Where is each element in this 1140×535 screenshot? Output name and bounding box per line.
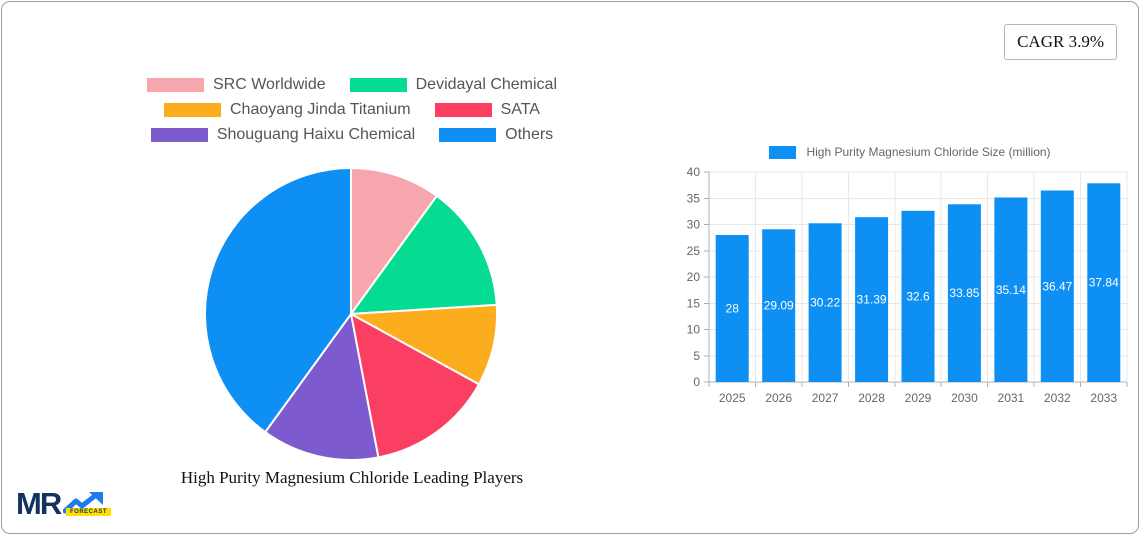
bar-2025[interactable] [715, 235, 749, 382]
pie-chart-title: High Purity Magnesium Chloride Leading P… [180, 468, 524, 487]
x-axis-label: 2025 [719, 391, 746, 405]
x-axis-label: 2030 [951, 391, 978, 405]
bar-value-label: 32.6 [906, 289, 930, 303]
pie-slice-others[interactable] [203, 167, 352, 434]
pie-legend-item[interactable]: SRC Worldwide [146, 76, 326, 94]
y-axis-label: 30 [687, 218, 701, 232]
bar-value-label: 36.47 [1042, 279, 1072, 293]
x-axis-label: 2033 [1090, 391, 1117, 405]
pie-legend-swatch [349, 78, 407, 92]
pie-legend-swatch [434, 103, 492, 117]
cagr-label: CAGR 3.9% [1017, 32, 1104, 51]
bar-2027[interactable] [808, 223, 842, 382]
logo-forecast-badge: FORECAST [66, 508, 111, 516]
pie-slice-shouguang-haixu-chemical[interactable] [264, 313, 380, 461]
x-axis-label: 2028 [858, 391, 885, 405]
x-axis-label: 2026 [765, 391, 792, 405]
x-axis-label: 2027 [812, 391, 839, 405]
pie-chart [203, 166, 499, 462]
bar-chart: High Purity Magnesium Chloride Size (mil… [682, 142, 1138, 408]
y-axis-label: 5 [693, 349, 700, 363]
logo-mr-text: MR [16, 486, 62, 521]
pie-slice-src-worldwide[interactable] [350, 167, 438, 315]
bar-2032[interactable] [1040, 190, 1074, 383]
bar-2028[interactable] [855, 217, 889, 382]
logo-trend-arrow-icon [63, 492, 103, 514]
x-axis-label: 2031 [998, 391, 1025, 405]
pie-legend-row: Shouguang Haixu Chemical Others [150, 126, 553, 144]
pie-legend-item[interactable]: SATA [434, 101, 540, 119]
bar-value-label: 37.84 [1089, 276, 1119, 290]
pie-legend-swatch [439, 128, 497, 142]
y-axis-label: 0 [693, 375, 700, 389]
y-axis-label: 10 [687, 323, 701, 337]
bar-2030[interactable] [947, 204, 981, 382]
bar-value-label: 28 [726, 302, 740, 316]
pie-slice-sata[interactable] [350, 313, 480, 459]
bar-2029[interactable] [901, 210, 935, 382]
y-axis-label: 20 [687, 270, 701, 284]
pie-slice-devidayal-chemical[interactable] [350, 194, 498, 315]
mr-forecast-logo: MR FORECAST [16, 486, 126, 530]
pie-legend-swatch [150, 128, 208, 142]
pie-legend-row: SRC Worldwide Devidayal Chemical [146, 76, 557, 94]
bar-value-label: 30.22 [810, 296, 840, 310]
pie-legend-item[interactable]: Chaoyang Jinda Titanium [164, 101, 411, 119]
x-axis-label: 2029 [905, 391, 932, 405]
bar-legend-swatch [769, 145, 797, 159]
pie-legend-label: Chaoyang Jinda Titanium [230, 101, 411, 118]
y-axis-label: 25 [687, 244, 701, 258]
cagr-badge: CAGR 3.9% [1004, 24, 1117, 60]
pie-legend-label: Devidayal Chemical [415, 76, 557, 93]
pie-legend-label: SRC Worldwide [212, 76, 326, 93]
y-axis-label: 40 [687, 165, 701, 179]
pie-slice-chaoyang-jinda-titanium[interactable] [350, 303, 498, 386]
bar-2026[interactable] [762, 229, 796, 382]
pie-legend-item[interactable]: Devidayal Chemical [349, 76, 557, 94]
pie-legend-label: SATA [500, 101, 540, 118]
pie-legend-item[interactable]: Others [439, 126, 553, 144]
bar-legend-item[interactable]: High Purity Magnesium Chloride Size (mil… [682, 142, 1138, 162]
bar-2031[interactable] [994, 197, 1028, 383]
bar-value-label: 29.09 [764, 299, 794, 313]
pie-legend-swatch [146, 78, 204, 92]
bar-value-label: 33.85 [949, 286, 979, 300]
y-axis-label: 15 [687, 296, 701, 310]
bar-value-label: 31.39 [857, 293, 887, 307]
bar-legend-label: High Purity Magnesium Chloride Size (mil… [806, 145, 1051, 159]
bar-2033[interactable] [1087, 183, 1121, 382]
pie-legend: SRC Worldwide Devidayal Chemical Chaoyang … [2, 76, 702, 144]
pie-legend-label: Others [505, 126, 554, 143]
pie-legend-item[interactable]: Shouguang Haixu Chemical [150, 126, 416, 144]
pie-legend-label: Shouguang Haixu Chemical [216, 126, 416, 143]
y-axis-label: 35 [687, 191, 701, 205]
bar-value-label: 35.14 [996, 283, 1026, 297]
x-axis-label: 2032 [1044, 391, 1071, 405]
pie-legend-row: Chaoyang Jinda Titanium SATA [164, 101, 540, 119]
pie-legend-swatch [164, 103, 221, 117]
